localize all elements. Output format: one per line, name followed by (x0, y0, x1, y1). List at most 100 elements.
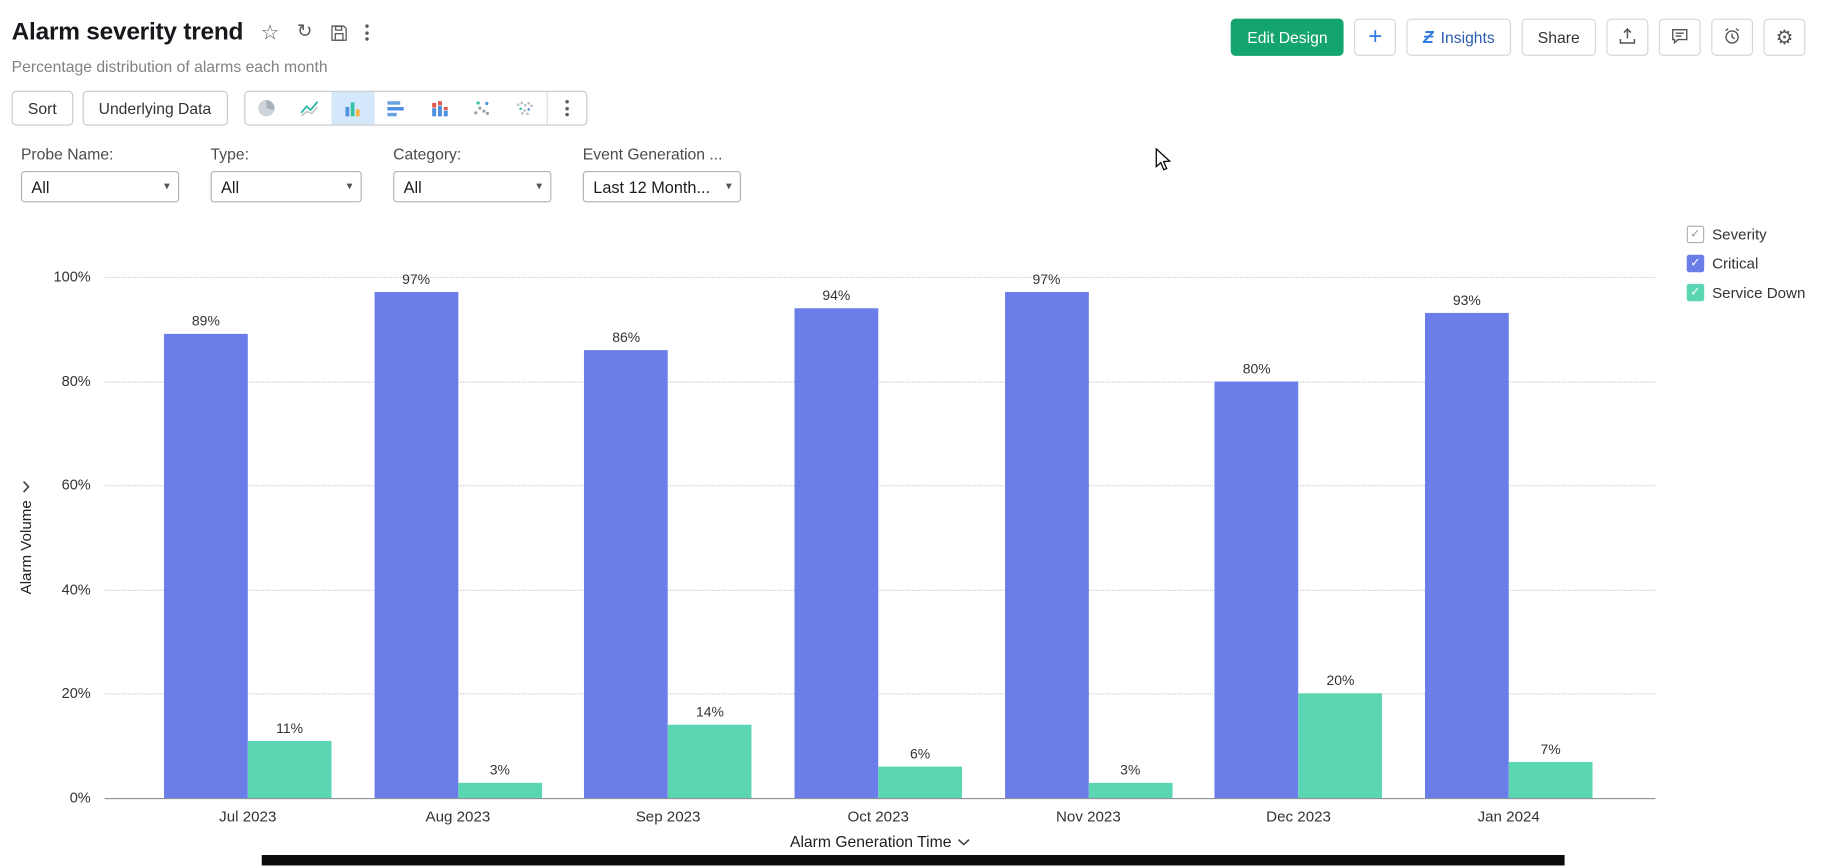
bar-service-down[interactable] (1298, 693, 1383, 799)
y-tick-label: 0% (69, 789, 91, 807)
gridline (104, 693, 1656, 695)
dropdown-arrow-icon: ▾ (536, 180, 543, 194)
alerts-button[interactable] (1711, 18, 1754, 56)
chart-type-stacked-icon[interactable] (417, 92, 460, 125)
plus-icon: + (1368, 23, 1383, 51)
bar-service-down[interactable] (1508, 761, 1593, 799)
export-button[interactable] (1606, 18, 1649, 56)
filter-dropdown-value: All (221, 177, 240, 197)
chevron-icon (22, 481, 30, 493)
underlying-data-button[interactable]: Underlying Data (82, 90, 228, 126)
chart-toolbar: Sort Underlying Data (11, 90, 587, 126)
bar-value-label: 94% (822, 287, 851, 304)
bar-value-label: 6% (910, 745, 931, 763)
chart-type-pie-icon[interactable] (245, 92, 288, 125)
bar-value-label: 89% (191, 313, 220, 330)
x-category-label: Sep 2023 (635, 807, 701, 825)
bottom-black-bar (261, 855, 1565, 866)
legend-item: ✓ Critical (1686, 254, 1806, 273)
share-button[interactable]: Share (1521, 18, 1597, 56)
gear-icon: ⚙ (1775, 26, 1794, 49)
filter-dropdown-value: Last 12 Month... (593, 177, 711, 197)
plot-area: 89% 11% 97% 3% 86% 14% 94% 6% 97% 3% 80% 20% 93% 7% (104, 272, 1656, 800)
zia-icon: Ƶ (1422, 27, 1434, 48)
bar-value-label: 20% (1326, 672, 1355, 690)
x-axis-labels: Jul 2023 Aug 2023 Sep 2023 Oct 2023 Nov 2023… (105, 807, 1656, 828)
filter-label: Event Generation ... (582, 145, 723, 163)
bar-critical[interactable] (1004, 292, 1089, 799)
bar-service-down[interactable] (668, 725, 752, 799)
severity-checkbox[interactable]: ✓ (1686, 225, 1704, 244)
legend-title-row: ✓ Severity (1686, 225, 1806, 244)
bar-value-label: 11% (276, 719, 304, 737)
save-icon[interactable] (330, 24, 347, 41)
filter-dropdown-value: All (31, 177, 50, 197)
filter-4: Event Generation ... Last 12 Month... ▾ (582, 145, 742, 203)
legend-title: Severity (1712, 225, 1767, 244)
filter-dropdown[interactable]: All ▾ (393, 171, 552, 203)
gridline (104, 485, 1656, 487)
add-button[interactable]: + (1354, 18, 1397, 56)
chart-type-column-icon[interactable] (331, 91, 375, 125)
chart-type-scatter-icon[interactable] (460, 92, 503, 125)
favorite-star-icon[interactable]: ☆ (260, 20, 280, 45)
refresh-icon[interactable]: ↻ (296, 22, 313, 42)
sort-button[interactable]: Sort (11, 90, 74, 126)
filter-label: Probe Name: (20, 145, 114, 163)
chart-type-line-icon[interactable] (288, 92, 331, 125)
bar-service-down[interactable] (1088, 782, 1173, 799)
legend-checkbox[interactable]: ✓ (1686, 283, 1704, 302)
insights-button[interactable]: Ƶ Insights (1406, 18, 1512, 56)
bar-value-label: 7% (1540, 740, 1561, 757)
chevron-down-icon (957, 838, 970, 846)
report-header: Alarm severity trend ☆ ↻ (12, 15, 369, 50)
filter-2: Type: All ▾ (210, 145, 362, 203)
bar-value-label: 86% (612, 328, 641, 346)
bar-critical[interactable] (584, 349, 669, 799)
y-tick-label: 60% (61, 477, 91, 494)
export-icon (1618, 26, 1637, 48)
legend-item: ✓ Service Down (1686, 283, 1806, 302)
settings-button[interactable]: ⚙ (1763, 18, 1806, 56)
bar-service-down[interactable] (457, 782, 542, 799)
bar-value-label: 3% (1120, 761, 1141, 778)
bar-value-label: 80% (1242, 360, 1271, 377)
gridline (104, 276, 1656, 279)
bar-service-down[interactable] (878, 766, 962, 799)
legend-checkbox[interactable]: ✓ (1686, 254, 1704, 273)
more-chart-types-icon[interactable] (546, 91, 586, 125)
y-axis-title[interactable]: Alarm Volume (17, 480, 34, 594)
filter-dropdown[interactable]: All ▾ (210, 171, 362, 203)
comments-button[interactable] (1658, 18, 1701, 56)
edit-design-button[interactable]: Edit Design (1230, 18, 1344, 56)
legend-item-label: Service Down (1712, 283, 1806, 302)
bar-critical[interactable] (164, 334, 248, 799)
bar-critical[interactable] (1214, 381, 1299, 799)
filter-dropdown[interactable]: All ▾ (20, 171, 180, 203)
x-axis-title[interactable]: Alarm Generation Time (105, 833, 1656, 850)
bar-critical[interactable] (374, 292, 458, 799)
bar-critical[interactable] (794, 308, 879, 799)
chart-type-strip (243, 90, 587, 126)
bar-critical[interactable] (1424, 313, 1509, 799)
legend-item-label: Critical (1712, 254, 1759, 273)
more-options-icon[interactable] (364, 24, 369, 41)
filter-dropdown[interactable]: Last 12 Month... ▾ (582, 171, 742, 203)
bar-value-label: 93% (1452, 292, 1481, 309)
y-tick-label: 20% (61, 685, 91, 702)
chart-type-map-icon[interactable] (503, 92, 546, 125)
filter-label: Category: (393, 145, 462, 163)
filter-label: Type: (210, 145, 249, 163)
page-title: Alarm severity trend (11, 18, 244, 46)
header-actions: Edit Design + Ƶ Insights Share ⚙ (1230, 18, 1806, 56)
chart-type-bar-icon[interactable] (374, 92, 417, 125)
insights-label: Insights (1440, 28, 1495, 46)
x-category-label: Aug 2023 (425, 807, 491, 825)
bar-value-label: 97% (402, 271, 431, 288)
bar-service-down[interactable] (247, 740, 332, 799)
gridline (104, 381, 1656, 383)
x-category-label: Dec 2023 (1266, 807, 1331, 825)
bar-value-label: 97% (1032, 271, 1061, 288)
report-subtitle: Percentage distribution of alarms each m… (11, 58, 328, 76)
